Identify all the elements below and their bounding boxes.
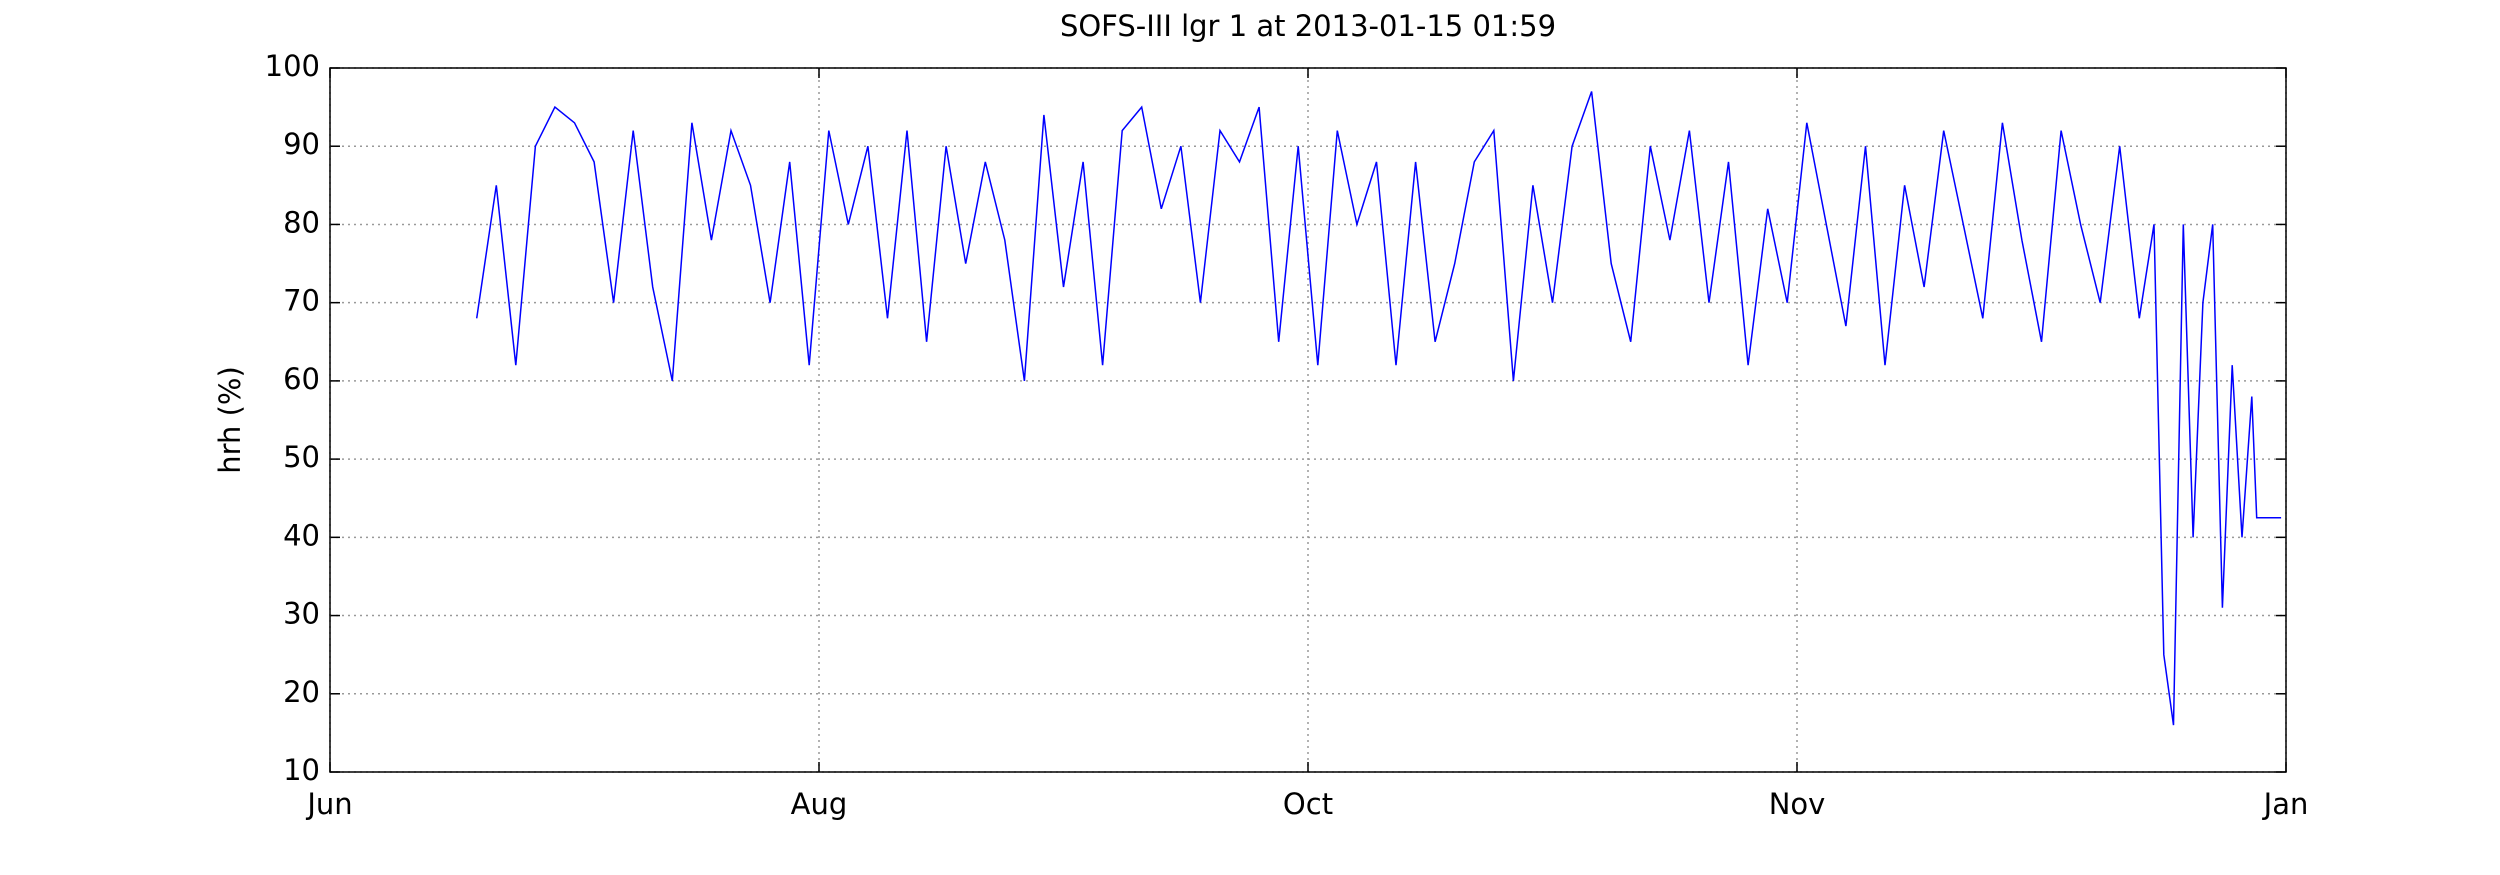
x-tick-label: Jun [305,787,352,821]
y-tick-label: 10 [283,753,320,787]
y-tick-label: 100 [265,49,320,83]
y-tick-label: 60 [283,362,320,396]
y-tick-label: 70 [283,284,320,318]
chart-title: SOFS-III lgr 1 at 2013-01-15 01:59 [1060,9,1556,43]
data-line [475,91,2282,726]
y-tick-label: 80 [283,205,320,239]
x-tick-label: Aug [791,787,848,821]
y-tick-label: 20 [283,675,320,709]
y-tick-label: 40 [283,518,320,552]
x-tick-label: Nov [1769,787,1826,821]
y-tick-label: 30 [283,597,320,631]
x-tick-label: Oct [1283,787,1333,821]
plot-frame [329,67,2287,773]
y-tick-label: 50 [283,440,320,474]
y-axis-label: hrh (%) [213,366,247,474]
x-tick-label: Jan [2262,787,2309,821]
y-tick-label: 90 [283,127,320,161]
